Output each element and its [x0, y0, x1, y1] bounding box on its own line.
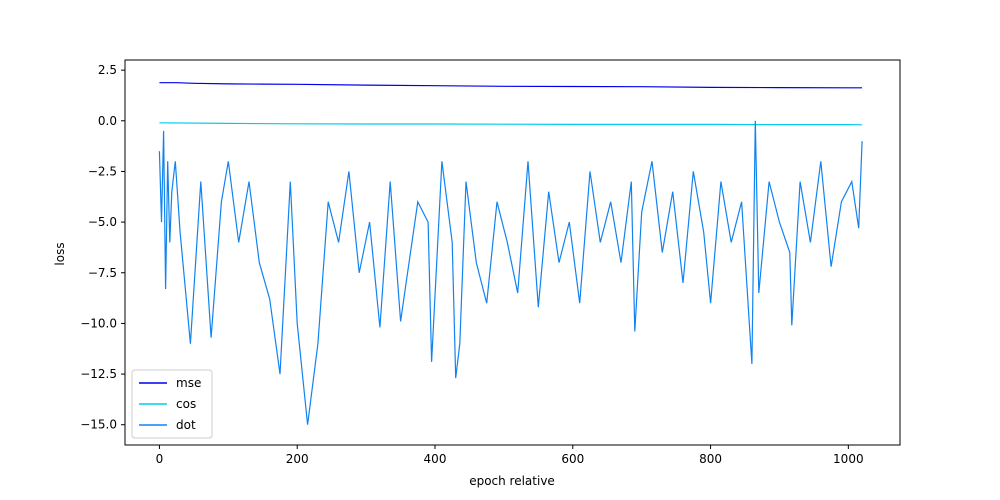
x-axis: 0 200 400 600 800 1000 — [156, 445, 864, 466]
series-line-cos — [159, 122, 863, 126]
y-tick-label: −2.5 — [88, 164, 117, 178]
x-tick-label: 0 — [156, 452, 164, 466]
plot-frame — [124, 59, 901, 446]
legend-label-dot: dot — [176, 418, 196, 432]
y-tick-label: −10.0 — [80, 316, 117, 330]
y-tick-label: −7.5 — [88, 266, 117, 280]
x-axis-label: epoch relative — [469, 474, 555, 488]
legend-label-cos: cos — [176, 397, 196, 411]
x-tick-label: 400 — [424, 452, 447, 466]
x-tick-label: 800 — [699, 452, 722, 466]
plot-area — [158, 82, 863, 425]
x-tick-label: 600 — [561, 452, 584, 466]
y-tick-label: −5.0 — [88, 215, 117, 229]
y-tick-label: −15.0 — [80, 418, 117, 432]
x-tick-label: 1000 — [833, 452, 864, 466]
y-tick-label: 0.0 — [98, 114, 117, 128]
series-line-mse — [159, 82, 863, 89]
legend-box — [131, 369, 213, 439]
x-tick-label: 200 — [286, 452, 309, 466]
y-axis-label: loss — [53, 242, 67, 265]
series-line-dot — [158, 120, 863, 425]
y-axis: 2.5 0.0 −2.5 −5.0 −7.5 −10.0 −12.5 −15.0 — [80, 63, 125, 432]
legend: mse cos dot — [131, 369, 213, 439]
y-tick-label: −12.5 — [80, 367, 117, 381]
y-tick-label: 2.5 — [98, 63, 117, 77]
legend-label-mse: mse — [176, 376, 201, 390]
